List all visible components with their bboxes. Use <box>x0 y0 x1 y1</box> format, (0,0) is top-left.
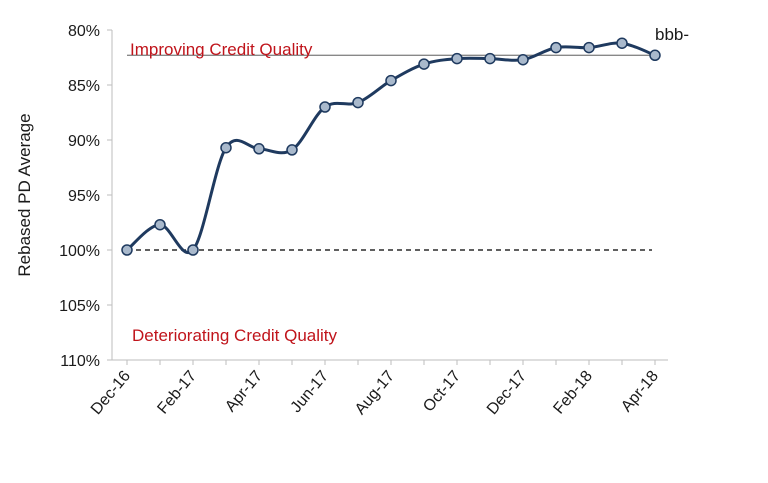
data-point <box>616 37 628 49</box>
axes: 80% 85% 90% 95% 100% 105% 110%Dec-16 Feb-17 Apr-… <box>59 23 668 418</box>
data-point <box>517 53 529 66</box>
data-point <box>154 218 166 231</box>
data-point <box>286 144 298 156</box>
data-point <box>220 141 232 154</box>
y-tick-label: 100% <box>59 243 100 260</box>
series-group <box>121 37 661 256</box>
data-point <box>649 49 661 62</box>
y-axis-title: Rebased PD Average <box>15 113 34 276</box>
y-tick-label: 80% <box>68 23 100 40</box>
data-point <box>451 52 463 65</box>
x-tick-label: Oct-17 <box>420 368 464 416</box>
data-point <box>385 74 397 87</box>
x-tick-label: Dec-16 <box>88 368 134 419</box>
data-point <box>484 52 496 65</box>
x-tick-label: Apr-17 <box>222 368 266 416</box>
y-tick-label: 95% <box>68 188 100 205</box>
y-tick-label: 110% <box>60 353 100 370</box>
data-point <box>352 96 364 109</box>
y-tick-label: 85% <box>68 78 100 95</box>
reference-lines <box>127 54 660 251</box>
annotation-deteriorating-credit-quality: Deteriorating Credit Quality <box>132 326 338 345</box>
x-tick-label: Feb-18 <box>550 368 596 418</box>
x-tick-label: Feb-17 <box>154 368 200 418</box>
y-tick-label: 90% <box>68 133 100 150</box>
x-tick-label: Aug-17 <box>352 368 398 419</box>
annotations: Improving Credit Quality Deteriorating C… <box>130 40 338 345</box>
data-point <box>187 244 199 256</box>
series-label: bbb- <box>655 25 689 44</box>
x-tick-label: Apr-18 <box>618 368 662 416</box>
series-line <box>126 41 656 255</box>
data-point <box>418 58 430 70</box>
data-point <box>550 41 562 54</box>
y-tick-label: 105% <box>59 298 100 315</box>
x-tick-label: Dec-17 <box>484 368 530 419</box>
annotation-improving-credit-quality: Improving Credit Quality <box>130 40 313 59</box>
data-point <box>319 101 331 113</box>
data-point <box>121 244 133 256</box>
data-point <box>253 143 265 155</box>
x-tick-label: Jun-17 <box>288 368 333 416</box>
data-point <box>583 41 595 54</box>
